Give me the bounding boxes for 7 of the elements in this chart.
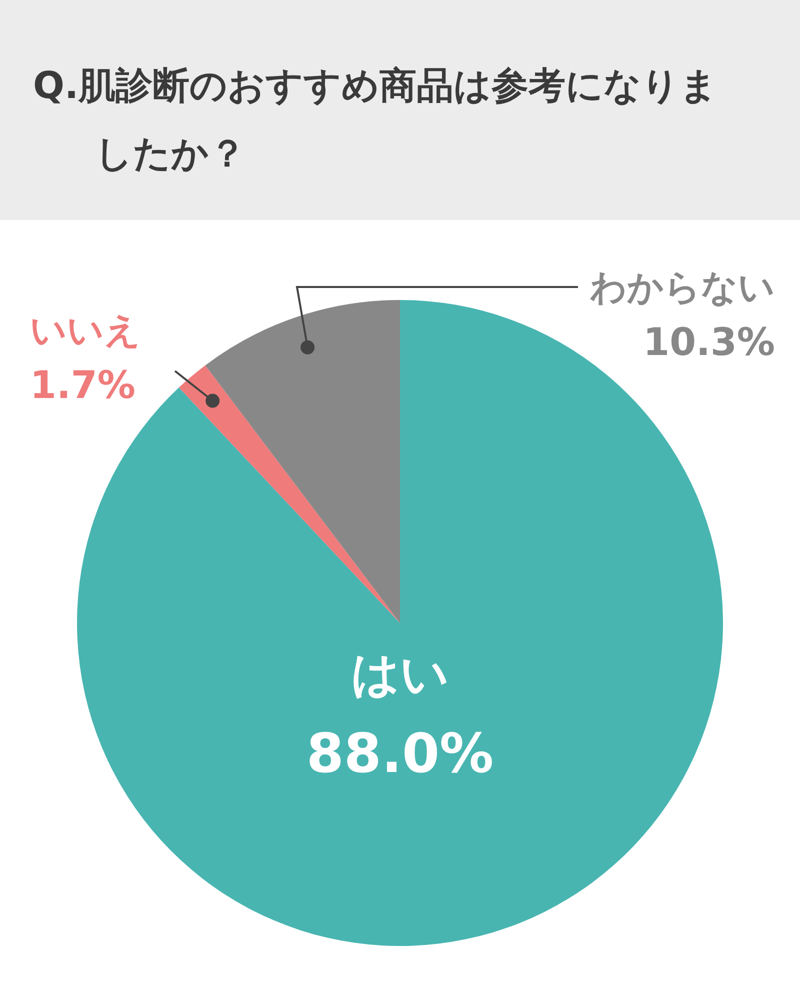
data-label: 1.7% xyxy=(30,362,136,407)
slice-label: いいえ xyxy=(30,310,141,352)
slice-label: はい xyxy=(351,646,449,703)
slice-label: わからない xyxy=(590,267,775,308)
data-label: 88.0% xyxy=(306,722,494,786)
data-label: 10.3% xyxy=(643,320,775,364)
chart-title: Q.肌診断のおすすめ商品は参考になりましたか？ xyxy=(33,63,719,177)
